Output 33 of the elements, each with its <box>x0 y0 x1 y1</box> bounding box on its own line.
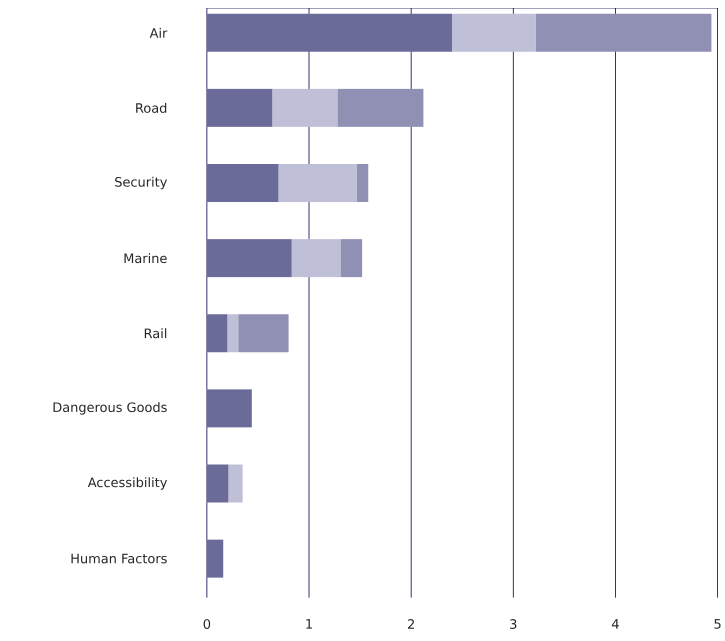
y-tick-label: Road <box>136 103 166 114</box>
bar <box>206 464 228 503</box>
x-tick-label: 3 <box>510 619 516 630</box>
bar <box>272 89 338 128</box>
bar <box>206 164 278 202</box>
y-tick-label: Marine <box>124 253 167 264</box>
y-tick-label: Rail <box>144 328 166 338</box>
bar <box>338 89 424 128</box>
bar <box>227 314 239 352</box>
y-tick-label: Air <box>150 28 168 38</box>
bar <box>536 14 712 52</box>
bar <box>357 164 368 202</box>
x-tick-label: 0 <box>204 619 210 630</box>
bar <box>206 314 228 352</box>
x-tick-label: 2 <box>408 619 414 629</box>
bar <box>228 464 243 503</box>
x-tick-label: 4 <box>612 619 619 629</box>
y-tick-label: Security <box>115 176 168 190</box>
bar <box>452 14 536 52</box>
bar <box>206 89 272 128</box>
bar <box>206 390 252 428</box>
bar <box>278 164 358 202</box>
y-tick-label: Dangerous Goods <box>54 402 167 415</box>
x-tick-label: 1 <box>306 619 312 629</box>
y-tick-label: Human Factors <box>71 554 167 564</box>
bar <box>206 14 452 52</box>
x-tick-label: 5 <box>714 619 721 629</box>
bar <box>238 314 289 352</box>
bar <box>206 239 292 278</box>
bar <box>292 239 341 278</box>
y-tick-label: Accessibility <box>88 477 168 490</box>
bar <box>340 239 362 278</box>
bar <box>206 540 224 578</box>
